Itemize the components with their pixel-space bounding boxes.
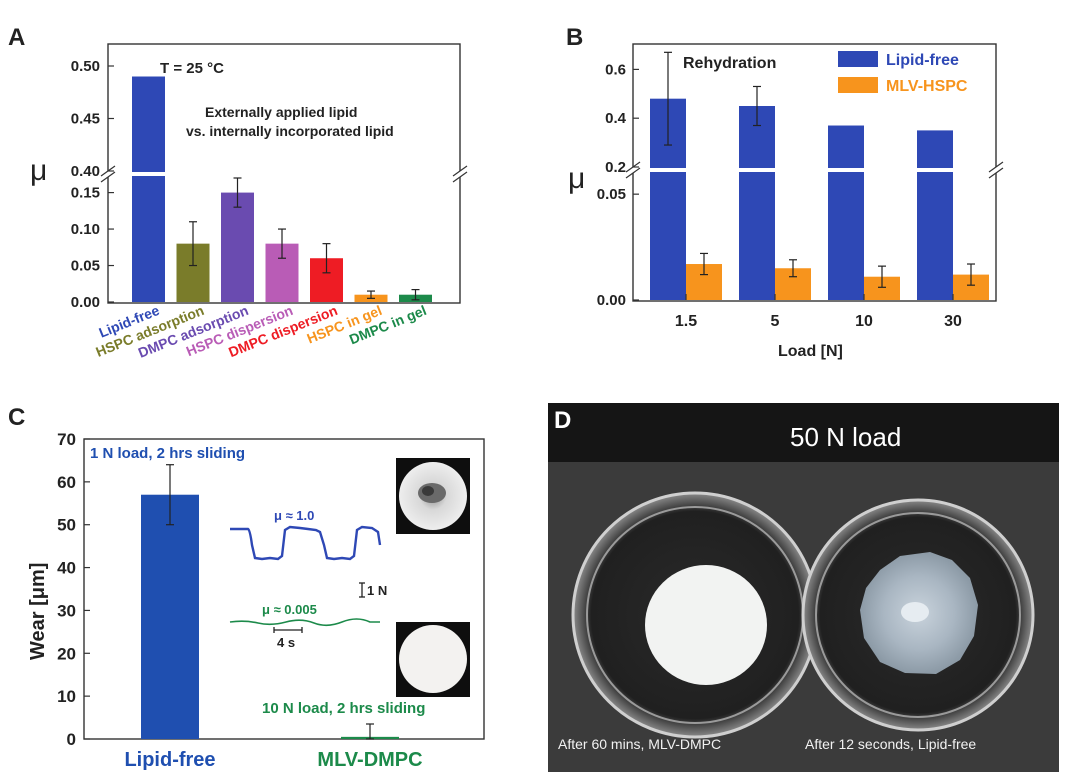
panel-c-tick-label: 50	[57, 516, 76, 535]
time-scale-bar: 4 s	[273, 627, 303, 650]
panel-b-break-mark-right-2	[988, 161, 1004, 173]
friction-trace-mlv-dmpc	[229, 618, 380, 627]
panel-a-tick-label: 0.05	[71, 258, 100, 275]
panel-a-bar	[221, 192, 254, 302]
panel-b-x-axis-label: Load [N]	[778, 343, 843, 360]
panel-c-frame	[83, 438, 485, 740]
panel-b-bar-break	[738, 168, 776, 172]
photo-label-d: D	[554, 407, 571, 434]
panel-b-rehydration-label: Rehydration	[683, 55, 776, 72]
panel-c-category-label: Lipid-free	[124, 749, 215, 771]
inset-photo-mlv-dmpc	[396, 622, 470, 697]
panel-b-bar-break	[827, 168, 865, 172]
panel-label-c: C	[8, 404, 25, 431]
panel-a-annotation-line2: vs. internally incorporated lipid	[186, 123, 394, 139]
panel-b-x-tick-label: 1.5	[675, 313, 697, 330]
panel-c-tick-label: 70	[57, 430, 76, 449]
panel-c-tick-label: 20	[57, 644, 76, 663]
panel-a-annotation-line1: Externally applied lipid	[205, 104, 357, 120]
inset-photo-lipid-free	[396, 458, 470, 534]
photo-caption-left: After 60 mins, MLV-DMPC	[558, 736, 721, 752]
panel-c-category-label: MLV-DMPC	[317, 749, 422, 771]
panel-c-bar	[141, 494, 199, 739]
panel-b-axis-break	[625, 167, 1005, 173]
panel-b-x-tick-label: 30	[944, 313, 962, 330]
panel-c-tick-label: 30	[57, 601, 76, 620]
panel-a-tick-label: 0.45	[71, 111, 100, 128]
panel-b: B 0.000.050.20.40.6 1.5 5 10 30 μ Load [N] …	[566, 24, 1005, 360]
force-scale-label: 1 N	[367, 583, 387, 598]
legend-swatch-mlv-hspc	[838, 77, 878, 93]
panel-a-axis-break	[100, 171, 470, 177]
panel-b-y-axis-label: μ	[568, 162, 585, 195]
petri-dish-mlv-dmpc	[571, 491, 819, 739]
panel-label-b: B	[566, 24, 583, 51]
panel-c-tick-label: 0	[67, 730, 76, 749]
legend-label-lipid-free: Lipid-free	[886, 52, 959, 69]
panel-c-tick-label: 40	[57, 559, 76, 578]
panel-b-tick-label: 0.00	[597, 292, 626, 309]
panel-a-y-ticks: 0.00 0.05 0.10 0.15 0.40 0.45 0.50	[71, 58, 114, 311]
panel-b-x-tick-label: 10	[855, 313, 873, 330]
panel-a-break-mark-left	[100, 171, 116, 183]
cartilage-pad-smooth	[645, 565, 767, 685]
panel-c-lipid-free-condition: 1 N load, 2 hrs sliding	[90, 445, 245, 462]
panel-c-dmpc-condition: 10 N load, 2 hrs sliding	[262, 700, 425, 717]
panel-b-tick-label: 0.6	[605, 61, 626, 78]
panel-b-y-ticks: 0.00 0.05 0.2 0.4 0.6	[597, 61, 639, 309]
panel-c-category-labels: Lipid-free MLV-DMPC	[124, 749, 422, 771]
panel-a-bars	[131, 76, 432, 302]
panel-b-bar-lipid-free	[917, 130, 953, 300]
panel-b-bar-break	[649, 168, 687, 172]
panel-a-break-mark-right	[452, 171, 468, 183]
panel-b-tick-label: 0.4	[605, 110, 627, 127]
panel-a-break-mark-right-2	[452, 165, 468, 177]
panel-a-bar-break	[131, 172, 166, 176]
panel-c-mu-high: μ ≈ 1.0	[274, 508, 314, 523]
panel-b-break-mark-left	[625, 167, 641, 179]
panel-c-tick-label: 10	[57, 687, 76, 706]
panel-c-y-axis-label: Wear [μm]	[27, 563, 49, 660]
panel-a-tick-label: 0.10	[71, 221, 100, 238]
panel-a-tick-label: 0.15	[71, 185, 100, 202]
panel-b-bars	[649, 51, 989, 301]
petri-dish-lipid-free	[801, 498, 1035, 732]
panel-b-break-mark-right	[988, 167, 1004, 179]
panel-a: A 0.00 0.05 0.10 0.15 0.40 0.45 0.50 μ T = 25 …	[8, 24, 470, 361]
friction-trace-lipid-free	[230, 525, 382, 561]
panel-a-tick-label: 0.50	[71, 58, 100, 75]
legend-swatch-lipid-free	[838, 51, 878, 67]
panel-b-bar-mlv-hspc	[864, 276, 900, 300]
panel-c-tick-label: 60	[57, 473, 76, 492]
panel-b-tick-label: 0.05	[597, 186, 626, 203]
panel-b-x-tick-labels: 1.5 5 10 30	[675, 294, 962, 330]
panel-d: D D 50 N load After 60 mins, MLV-DMPC Af…	[548, 403, 1059, 772]
panel-c-bars	[141, 464, 399, 740]
panel-b-x-tick-label: 5	[771, 313, 780, 330]
panel-label-a: A	[8, 24, 25, 51]
force-scale-bar: 1 N	[359, 582, 387, 598]
panel-b-bar-break	[916, 168, 954, 172]
photo-title: 50 N load	[790, 422, 901, 452]
panel-a-y-axis-label: μ	[30, 154, 47, 187]
time-scale-label: 4 s	[277, 635, 295, 650]
panel-c-y-ticks: 0 10 20 30 40 50 60 70	[57, 430, 90, 749]
panel-a-tick-label: 0.40	[71, 163, 100, 180]
panel-b-tick-label: 0.2	[605, 159, 626, 176]
panel-c: C 0 10 20 30 40 50 60 70 Wear [μm] 1 N load, 2 …	[8, 404, 485, 771]
photo-caption-right: After 12 seconds, Lipid-free	[805, 736, 976, 752]
legend-label-mlv-hspc: MLV-HSPC	[886, 78, 968, 95]
panel-a-bar	[132, 76, 165, 302]
panel-c-mu-low: μ ≈ 0.005	[262, 602, 317, 617]
panel-a-tick-label: 0.00	[71, 294, 100, 311]
panel-b-bar-lipid-free	[828, 125, 864, 301]
panel-a-temperature-label: T = 25 °C	[160, 60, 224, 77]
panel-b-bar-lipid-free	[739, 106, 775, 300]
panel-b-legend: Lipid-free MLV-HSPC	[838, 51, 968, 95]
